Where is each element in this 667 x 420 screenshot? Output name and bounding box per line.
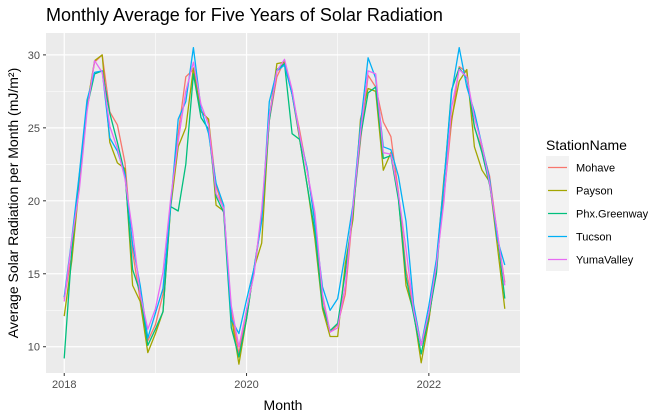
y-axis-title: Average Solar Radiation per Month (mJ/m²…: [5, 68, 21, 339]
y-tick-label: 15: [28, 269, 40, 281]
x-tick-label: 2018: [52, 379, 76, 391]
x-axis-ticks: 2018 2020 2022: [52, 373, 441, 391]
legend-label: Mohave: [576, 163, 615, 175]
legend-title: StationName: [546, 137, 627, 153]
plot-panel: [46, 33, 520, 373]
grid-major: [46, 33, 520, 373]
series-line-phx-greenway: [63, 62, 506, 359]
x-tick-label: 2022: [417, 379, 441, 391]
legend-label: YumaValley: [576, 255, 634, 267]
legend-label: Payson: [576, 186, 613, 198]
y-tick-label: 20: [28, 196, 40, 208]
x-tick-label: 2020: [234, 379, 258, 391]
y-tick-label: 30: [28, 50, 40, 62]
chart-title: Monthly Average for Five Years of Solar …: [46, 5, 443, 25]
y-axis-ticks: 10 15 20 25 30: [28, 50, 46, 354]
series-line-yumavalley: [63, 58, 506, 348]
y-tick-label: 25: [28, 123, 40, 135]
legend-label: Tucson: [576, 232, 612, 244]
y-tick-label: 10: [28, 342, 40, 354]
x-axis-title: Month: [264, 397, 303, 413]
legend: Mohave Payson Phx.Greenway Tucson YumaValley: [546, 156, 649, 271]
legend-label: Phx.Greenway: [576, 209, 649, 221]
series-lines: [63, 46, 506, 365]
